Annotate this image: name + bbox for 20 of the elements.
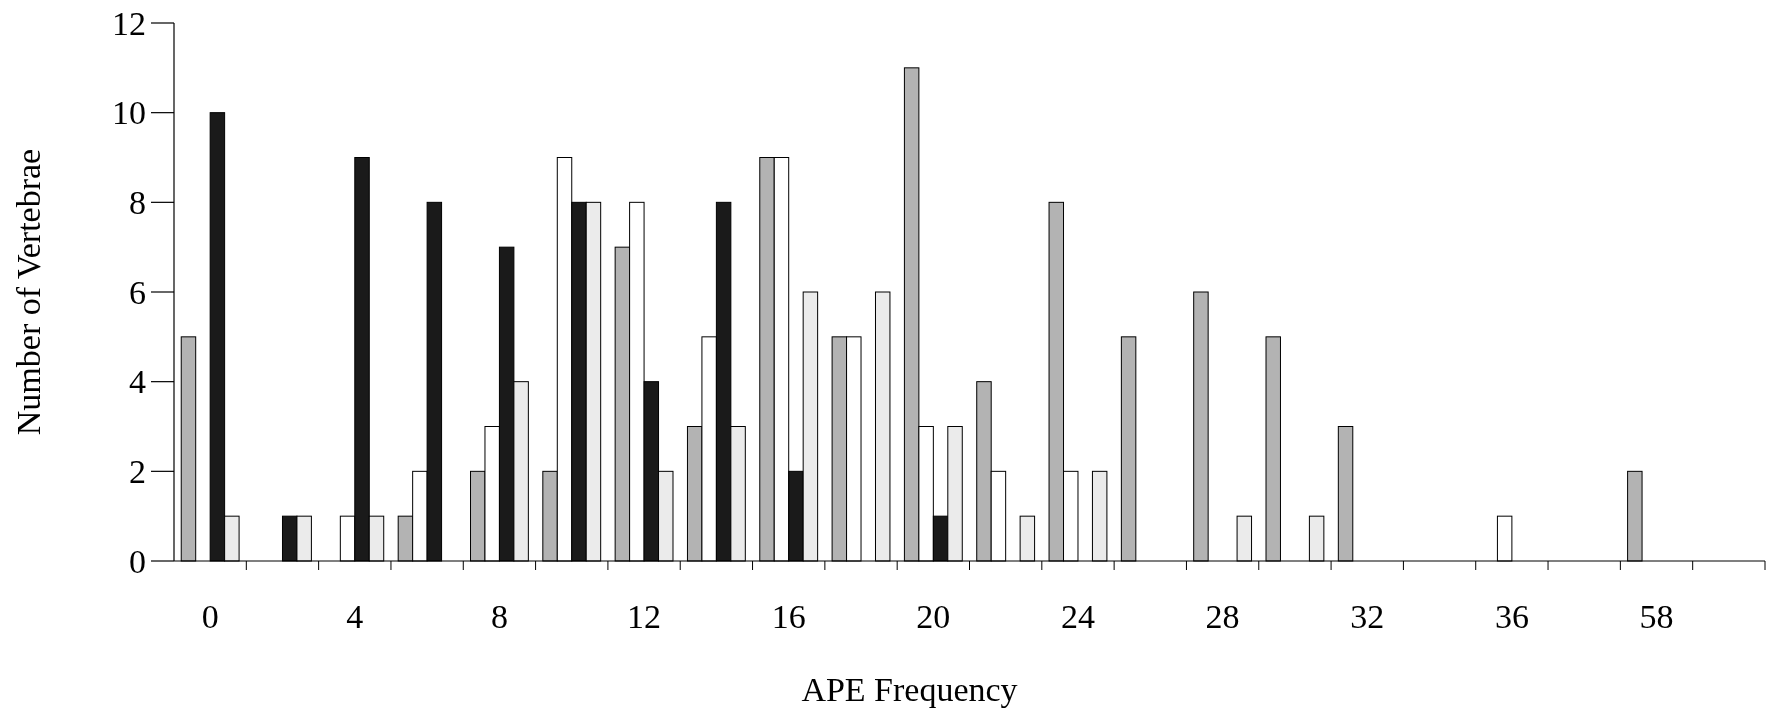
x-tick-label: 16	[771, 598, 806, 635]
y-tick-label: 10	[112, 94, 146, 132]
y-tick-label: 8	[129, 183, 146, 221]
x-tick-label: 12	[627, 598, 662, 635]
y-tick-label: 4	[129, 363, 146, 401]
y-tick-label: 12	[112, 4, 146, 42]
x-tick-label: 24	[1060, 598, 1095, 635]
x-tick-label: 20	[916, 598, 951, 635]
x-tick-label: 0	[201, 598, 219, 635]
x-tick-label: 36	[1494, 598, 1529, 635]
x-tick-label: 8	[490, 598, 508, 635]
x-tick-label: 4	[346, 598, 364, 635]
y-tick-label: 0	[129, 542, 146, 580]
y-tick-label: 6	[129, 273, 146, 311]
x-tick-label: 32	[1350, 598, 1385, 635]
x-axis-title: APE Frequency	[801, 671, 1018, 708]
x-tick-label: 58	[1639, 598, 1674, 635]
y-axis-title: Number of Vertebrae	[10, 148, 47, 436]
y-tick-label: 2	[129, 452, 146, 490]
x-tick-label: 28	[1205, 598, 1240, 635]
